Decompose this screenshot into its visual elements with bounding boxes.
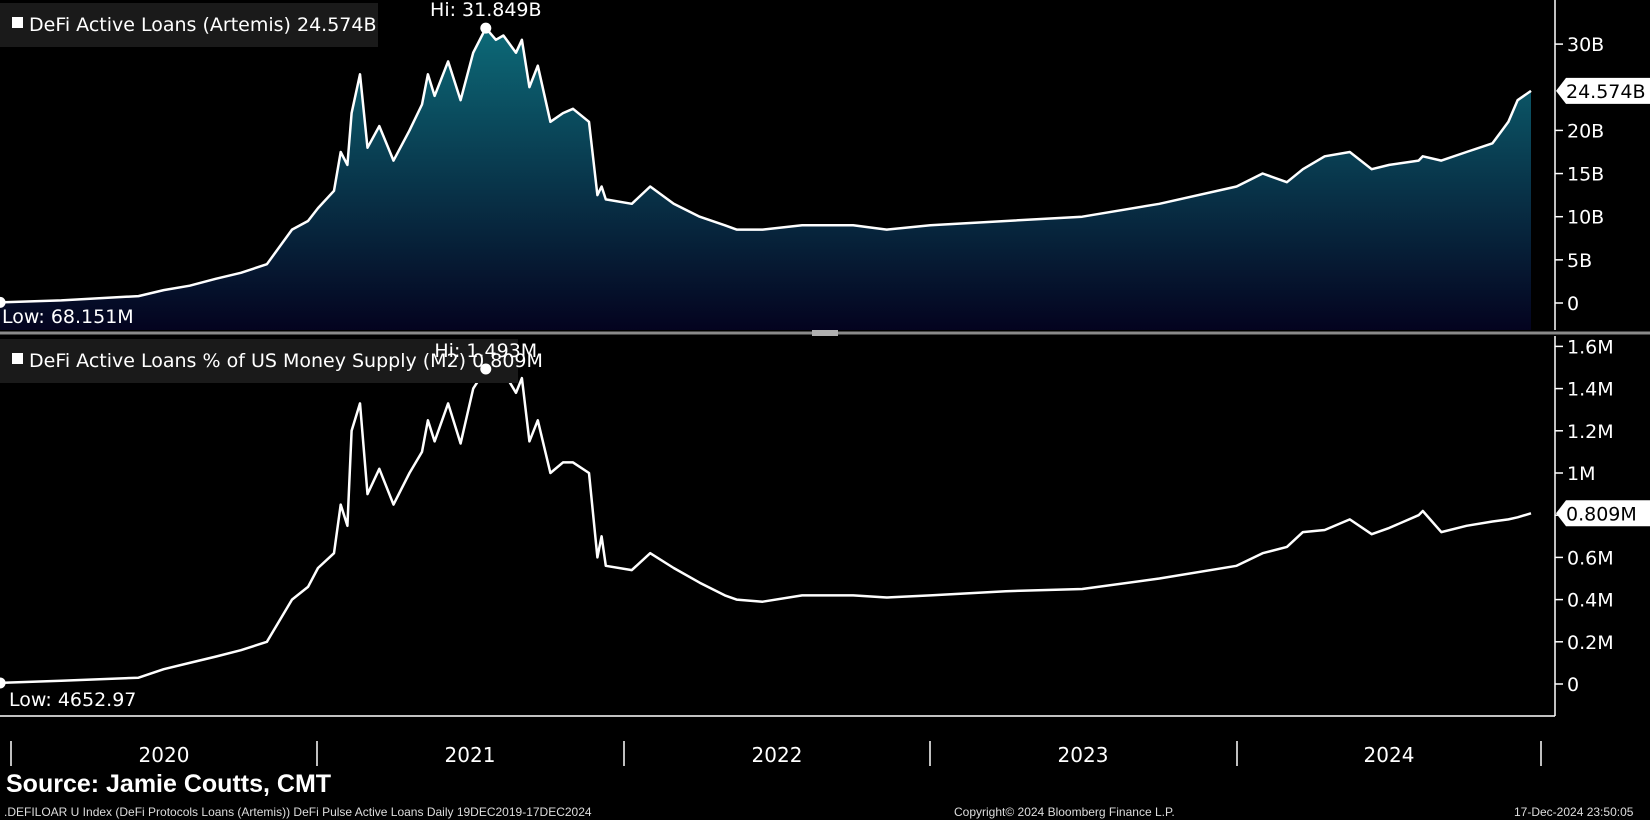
- footer-copyright: Copyright© 2024 Bloomberg Finance L.P.: [954, 805, 1175, 819]
- bottom-high-label: Hi: 1.493M: [434, 340, 537, 362]
- top-last-value-text: 24.574B: [1566, 81, 1646, 103]
- footer-index-description: .DEFILOAR U Index (DeFi Protocols Loans …: [4, 805, 592, 819]
- bottom-legend-swatch: [12, 353, 23, 364]
- y-tick-label: 1.6M: [1567, 336, 1614, 358]
- y-tick-label: 30B: [1567, 34, 1604, 56]
- y-tick-label: 0: [1567, 674, 1579, 696]
- top-last-value-tag: 24.574B: [1556, 77, 1650, 104]
- y-tick-label: 5B: [1567, 250, 1592, 272]
- y-tick-label: 0.6M: [1567, 547, 1614, 569]
- y-tick-label: 0: [1567, 293, 1579, 315]
- bottom-low-marker: [0, 677, 6, 689]
- bottom-legend-box: [0, 339, 518, 383]
- bottom-chart-panel: 00.2M0.4M0.6M0.8M1M1.2M1.4M1.6M DeFi Act…: [0, 336, 1650, 711]
- top-legend-text: DeFi Active Loans (Artemis) 24.574B: [29, 14, 377, 36]
- top-low-marker: [0, 296, 6, 308]
- y-tick-label: 10B: [1567, 207, 1604, 229]
- x-year-label-2023: 2023: [1058, 743, 1109, 767]
- top-y-ticks: 0 5B 10B 15B 20B 30B: [1555, 34, 1604, 315]
- bottom-high-marker: [480, 363, 492, 375]
- source-label: Source: Jamie Coutts, CMT: [6, 770, 332, 798]
- x-axis: 2020 2021 2022 2023 2024: [10, 741, 1542, 767]
- top-legend-box: [0, 3, 378, 47]
- bottom-last-value-shape: [1556, 500, 1650, 527]
- y-tick-label: 1.4M: [1567, 379, 1614, 401]
- top-legend-swatch: [12, 17, 23, 28]
- y-tick-label: 0.4M: [1567, 590, 1614, 612]
- top-low-label: Low: 68.151M: [2, 306, 134, 328]
- y-tick-label: 1M: [1567, 463, 1595, 485]
- top-high-label: Hi: 31.849B: [430, 0, 542, 21]
- panel-divider-handle[interactable]: [812, 330, 838, 336]
- top-chart-panel: 0 5B 10B 15B 20B 30B DeFi Active Loans (Artem…: [0, 0, 1650, 330]
- top-last-value-shape: [1556, 77, 1650, 104]
- footer-timestamp: 17-Dec-2024 23:50:05: [1514, 805, 1634, 819]
- bottom-low-label: Low: 4652.97: [9, 689, 136, 711]
- x-year-label-2024: 2024: [1364, 743, 1415, 767]
- top-high-marker: [480, 22, 492, 34]
- top-series-area: [0, 28, 1532, 330]
- y-tick-label: 0.2M: [1567, 632, 1614, 654]
- top-series-line: [0, 26, 1532, 304]
- bottom-series-line: [0, 367, 1532, 685]
- bottom-last-value-tag: 0.809M: [1556, 500, 1650, 527]
- x-year-label-2021: 2021: [445, 743, 496, 767]
- bottom-legend-text: DeFi Active Loans % of US Money Supply (…: [29, 350, 543, 372]
- x-year-label-2020: 2020: [139, 743, 190, 767]
- bottom-last-value-text: 0.809M: [1566, 503, 1637, 525]
- y-tick-label: 20B: [1567, 120, 1604, 142]
- y-tick-label: 15B: [1567, 164, 1604, 186]
- y-tick-label: 1.2M: [1567, 421, 1614, 443]
- x-year-label-2022: 2022: [752, 743, 803, 767]
